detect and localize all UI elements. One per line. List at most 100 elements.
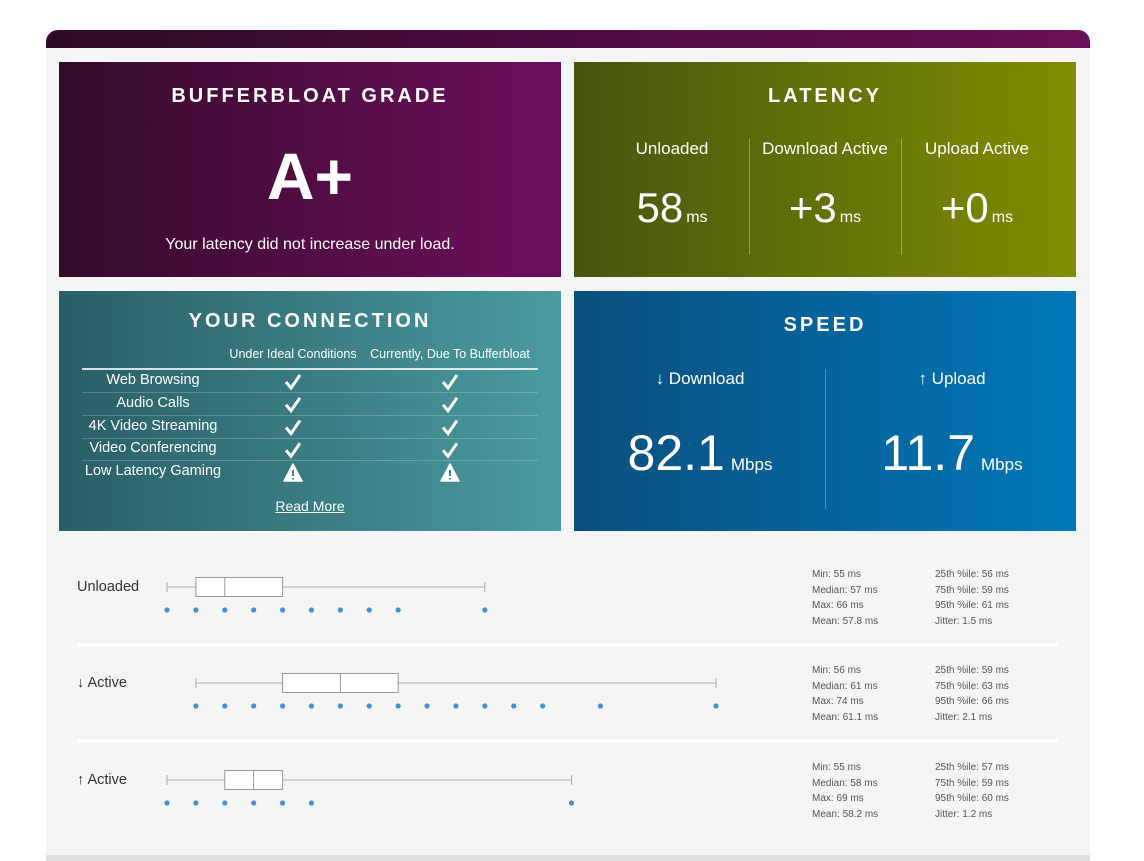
latency-card (574, 62, 1076, 277)
speed-unit: Mbps (981, 455, 1023, 474)
sample-dot (597, 703, 604, 709)
speed-value: 11.7 (881, 425, 976, 481)
separator (77, 643, 1058, 647)
row-label: ↓ Active (77, 675, 127, 691)
latency-title: LATENCY (768, 85, 882, 107)
latency-value-wrap: 58 ms (636, 184, 707, 232)
latency-label: Unloaded (635, 139, 709, 158)
sample-dot (540, 703, 546, 709)
sample-dot (568, 800, 575, 806)
row-rule (82, 392, 538, 393)
sample-dot (713, 703, 719, 709)
latency-value-wrap: +0 ms (941, 184, 1013, 232)
speed-unit: Mbps (730, 455, 773, 474)
current-status (441, 396, 459, 414)
speed-label: ↓ Download (655, 369, 745, 388)
current-status (441, 442, 459, 459)
divider (748, 139, 750, 255)
sample-dot (279, 800, 286, 806)
current-status (441, 374, 459, 391)
sample-dot (337, 703, 343, 709)
latency-unit: ms (839, 209, 862, 226)
stat: 95th %ile: 61 ms (935, 600, 1009, 611)
stat: Mean: 57.8 ms (812, 615, 879, 627)
speed-value-wrap: 82.1 Mbps (628, 424, 773, 482)
stat: 25th %ile: 56 ms (935, 569, 1009, 580)
speed-title: SPEED (783, 314, 867, 336)
sample-dot (251, 703, 257, 709)
top-bar (46, 30, 1090, 48)
grade-title: BUFFERBLOAT GRADE (171, 85, 449, 107)
activity-name: Video Conferencing (89, 440, 217, 457)
stat: 95th %ile: 60 ms (935, 793, 1009, 804)
latency-value: 58 (636, 184, 684, 231)
ideal-status (284, 419, 302, 436)
latency-label: Download Active (762, 139, 888, 158)
divider (825, 369, 826, 509)
stat: Min: 55 ms (812, 569, 861, 580)
activity-name: Low Latency Gaming (84, 463, 222, 479)
grade-note: Your latency did not increase under load… (165, 236, 455, 253)
current-status (441, 419, 459, 436)
latency-unit: ms (686, 209, 708, 226)
sample-dot (366, 703, 372, 709)
sample-dot (482, 607, 488, 613)
divider (901, 139, 902, 255)
stat: Jitter: 2.1 ms (935, 711, 993, 723)
column-header: Currently, Due To Bufferbloat (370, 347, 530, 361)
ideal-status (284, 396, 302, 414)
latency-value-wrap: +3 ms (789, 184, 861, 232)
grade-value: A+ (266, 139, 354, 213)
sample-dot (279, 607, 286, 613)
stat: Jitter: 1.2 ms (935, 808, 993, 820)
latency-label: Upload Active (925, 139, 1029, 158)
stat: Max: 69 ms (812, 793, 864, 804)
latency-unit: ms (991, 209, 1014, 226)
stat: Max: 66 ms (812, 600, 864, 611)
separator (77, 739, 1058, 743)
stat: 25th %ile: 59 ms (935, 665, 1009, 676)
speed-card (574, 291, 1076, 531)
stat: 75th %ile: 63 ms (935, 680, 1009, 692)
ideal-status (284, 442, 302, 459)
stat: Mean: 58.2 ms (812, 808, 879, 820)
sample-dot (251, 800, 257, 806)
stat: 75th %ile: 59 ms (935, 777, 1009, 789)
row-label: ↑ Active (77, 772, 127, 788)
stat: Min: 55 ms (812, 762, 861, 773)
connection-title: YOUR CONNECTION (188, 310, 432, 332)
sample-dot (308, 703, 315, 709)
sample-dot (193, 607, 199, 613)
stat: Median: 58 ms (812, 777, 878, 789)
header-rule (82, 368, 538, 370)
grade-card (59, 62, 561, 277)
latency-value: +0 (940, 184, 989, 231)
stat: Median: 61 ms (812, 680, 878, 692)
sample-dot (193, 800, 199, 806)
row-rule (82, 460, 538, 462)
read-more[interactable]: Read More (275, 498, 345, 514)
sample-dot (395, 607, 401, 613)
sample-dot (395, 703, 401, 709)
row-rule (82, 437, 538, 439)
sample-dot (308, 607, 315, 613)
sample-dot (424, 703, 430, 709)
speed-value: 82.1 (627, 425, 725, 481)
sample-dot (164, 800, 170, 806)
activity-name: Web Browsing (106, 372, 200, 388)
bottom-strip (46, 855, 1090, 861)
activity-name: 4K Video Streaming (88, 417, 218, 434)
connection-card (59, 291, 561, 531)
stat: 95th %ile: 66 ms (935, 696, 1009, 707)
sample-dot (366, 607, 372, 613)
sample-dot (222, 800, 228, 806)
stat: Min: 56 ms (812, 665, 861, 676)
sample-dot (164, 607, 170, 613)
row-label: Unloaded (77, 579, 140, 595)
box (195, 577, 284, 597)
speed-value-wrap: 11.7 Mbps (881, 424, 1022, 482)
sample-dot (222, 703, 228, 709)
sample-dot (482, 703, 488, 709)
